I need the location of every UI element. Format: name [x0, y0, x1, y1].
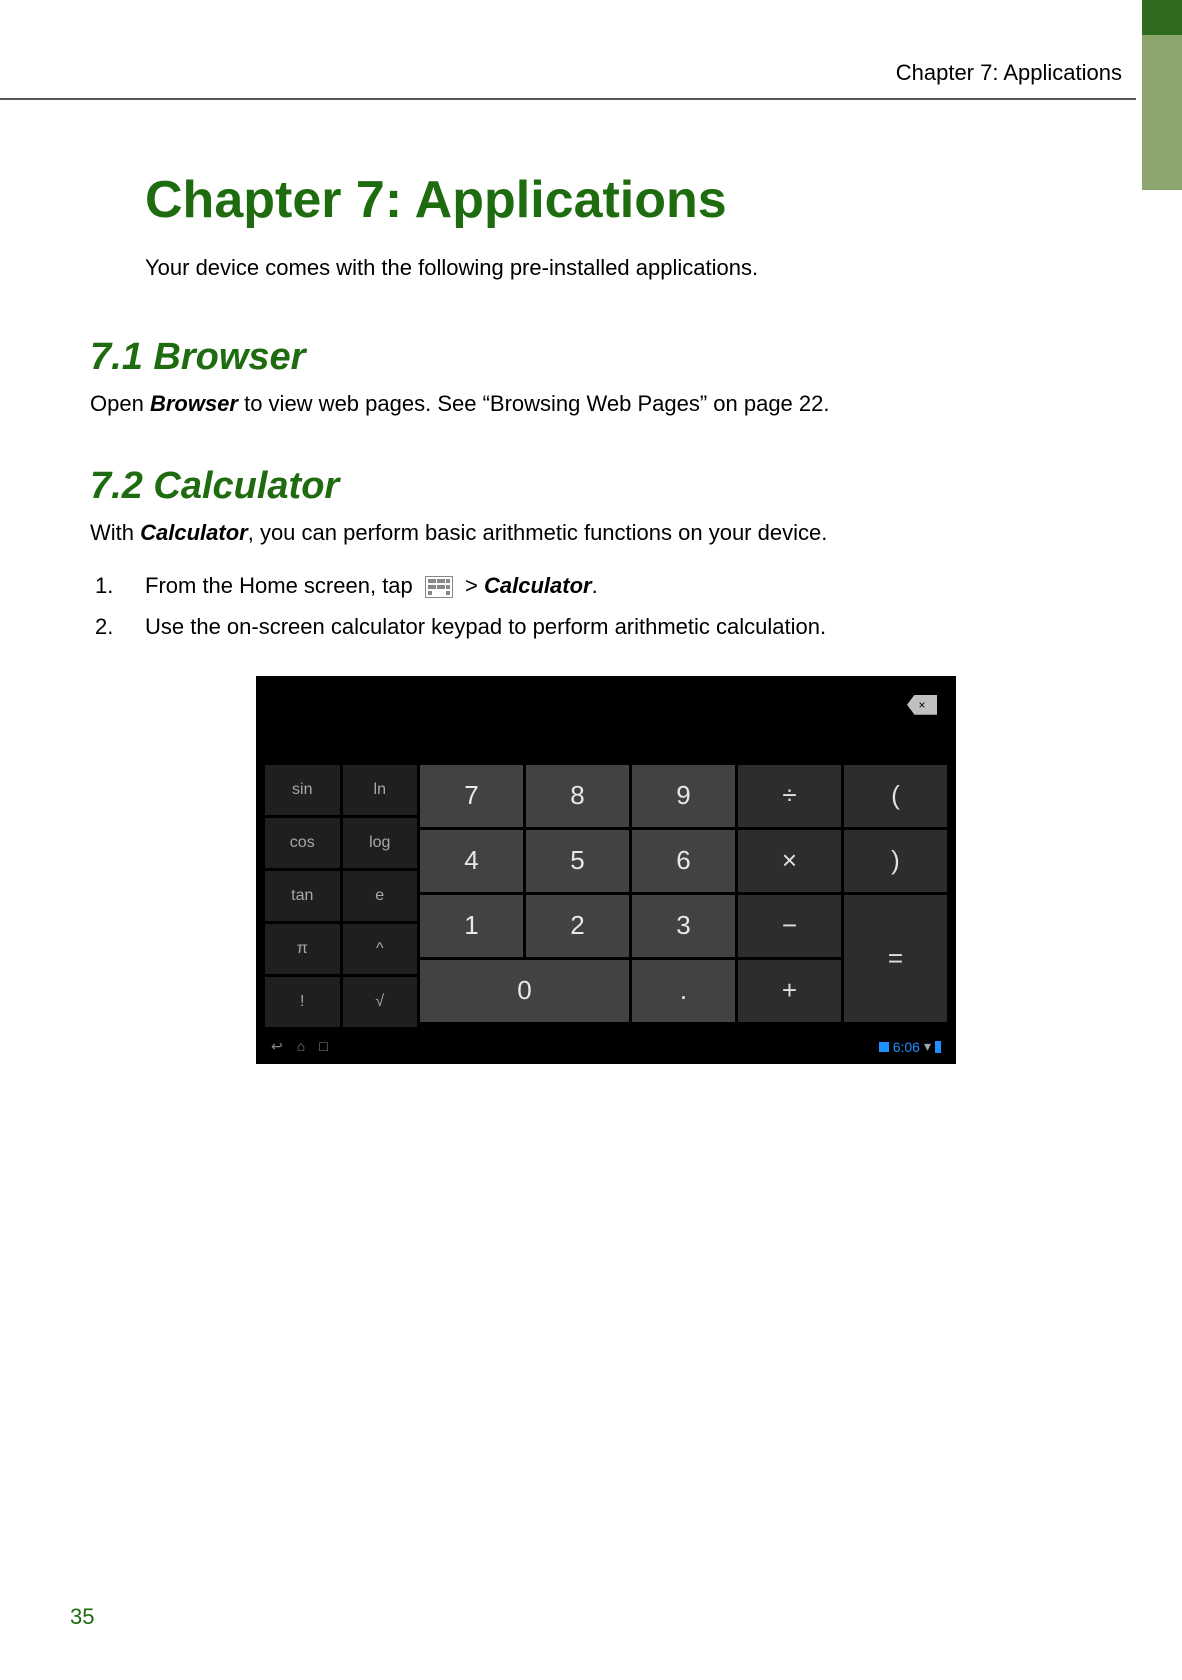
status-clock: 6:06	[893, 1039, 920, 1055]
status-indicator-icon	[879, 1042, 889, 1052]
key-subtract[interactable]: −	[738, 895, 841, 957]
app-name-calculator: Calculator	[140, 520, 248, 545]
key-5[interactable]: 5	[526, 830, 629, 892]
page-edge-tab	[1142, 0, 1182, 190]
text-fragment: >	[465, 573, 484, 598]
nav-back-icon[interactable]: ↩	[271, 1038, 283, 1055]
key-sqrt[interactable]: √	[343, 977, 418, 1027]
function-keys: sin ln cos log tan e π ^ ! √	[265, 765, 417, 1027]
section-heading-browser: 7.1 Browser	[90, 336, 1122, 379]
step-text: Use the on-screen calculator keypad to p…	[145, 608, 826, 645]
key-sin[interactable]: sin	[265, 765, 340, 815]
text-fragment: to view web pages. See “Browsing Web Pag…	[238, 391, 830, 416]
nav-buttons: ↩ ⌂ □	[271, 1038, 328, 1055]
steps-list: 1. From the Home screen, tap > Calculato…	[95, 567, 1122, 646]
key-7[interactable]: 7	[420, 765, 523, 827]
chapter-intro: Your device comes with the following pre…	[145, 255, 1122, 281]
header-rule	[0, 98, 1136, 100]
android-nav-bar: ↩ ⌂ □ 6:06 ▾	[265, 1031, 947, 1063]
app-name-browser: Browser	[150, 391, 238, 416]
text-fragment: With	[90, 520, 140, 545]
app-name-calculator: Calculator	[484, 573, 592, 598]
section-heading-calculator: 7.2 Calculator	[90, 465, 1122, 508]
key-4[interactable]: 4	[420, 830, 523, 892]
step-number: 1.	[95, 567, 125, 604]
text-fragment: From the Home screen, tap	[145, 573, 419, 598]
nav-home-icon[interactable]: ⌂	[297, 1038, 305, 1055]
list-item: 1. From the Home screen, tap > Calculato…	[95, 567, 1122, 604]
key-0[interactable]: 0	[420, 960, 629, 1022]
page-number: 35	[70, 1604, 94, 1630]
chapter-title: Chapter 7: Applications	[145, 170, 1122, 230]
page-content: Chapter 7: Applications Your device come…	[90, 150, 1122, 1064]
key-ln[interactable]: ln	[343, 765, 418, 815]
key-9[interactable]: 9	[632, 765, 735, 827]
apps-grid-icon	[425, 576, 453, 598]
status-area: 6:06 ▾	[879, 1038, 941, 1055]
key-2[interactable]: 2	[526, 895, 629, 957]
key-divide[interactable]: ÷	[738, 765, 841, 827]
numeric-keys: 7 8 9 ÷ ( 4 5 6 × ) 1 2 3 − = 0 . +	[420, 765, 947, 1027]
wifi-icon: ▾	[924, 1038, 931, 1055]
calculator-body: sin ln cos log tan e π ^ ! √ 7 8 9 ÷ ( 4…	[265, 765, 947, 1027]
key-cos[interactable]: cos	[265, 818, 340, 868]
key-pi[interactable]: π	[265, 924, 340, 974]
key-rparen[interactable]: )	[844, 830, 947, 892]
key-lparen[interactable]: (	[844, 765, 947, 827]
backspace-glyph: ×	[918, 698, 925, 712]
key-equals[interactable]: =	[844, 895, 947, 1022]
key-1[interactable]: 1	[420, 895, 523, 957]
section-text-calculator: With Calculator, you can perform basic a…	[90, 516, 1122, 549]
backspace-icon[interactable]: ×	[907, 695, 937, 715]
key-dot[interactable]: .	[632, 960, 735, 1022]
calculator-screenshot: × sin ln cos log tan e π ^ ! √ 7 8 9 ÷ (	[256, 676, 956, 1064]
running-head: Chapter 7: Applications	[896, 60, 1122, 86]
nav-recent-icon[interactable]: □	[319, 1038, 327, 1055]
key-power[interactable]: ^	[343, 924, 418, 974]
calculator-display[interactable]: ×	[265, 685, 947, 765]
text-fragment: Open	[90, 391, 150, 416]
key-log[interactable]: log	[343, 818, 418, 868]
key-tan[interactable]: tan	[265, 871, 340, 921]
key-e[interactable]: e	[343, 871, 418, 921]
battery-icon	[935, 1041, 941, 1053]
key-add[interactable]: +	[738, 960, 841, 1022]
key-multiply[interactable]: ×	[738, 830, 841, 892]
text-fragment: .	[592, 573, 598, 598]
list-item: 2. Use the on-screen calculator keypad t…	[95, 608, 1122, 645]
text-fragment: , you can perform basic arithmetic funct…	[248, 520, 828, 545]
key-3[interactable]: 3	[632, 895, 735, 957]
key-8[interactable]: 8	[526, 765, 629, 827]
step-number: 2.	[95, 608, 125, 645]
step-text: From the Home screen, tap > Calculator.	[145, 567, 598, 604]
section-text-browser: Open Browser to view web pages. See “Bro…	[90, 387, 1122, 420]
key-factorial[interactable]: !	[265, 977, 340, 1027]
key-6[interactable]: 6	[632, 830, 735, 892]
